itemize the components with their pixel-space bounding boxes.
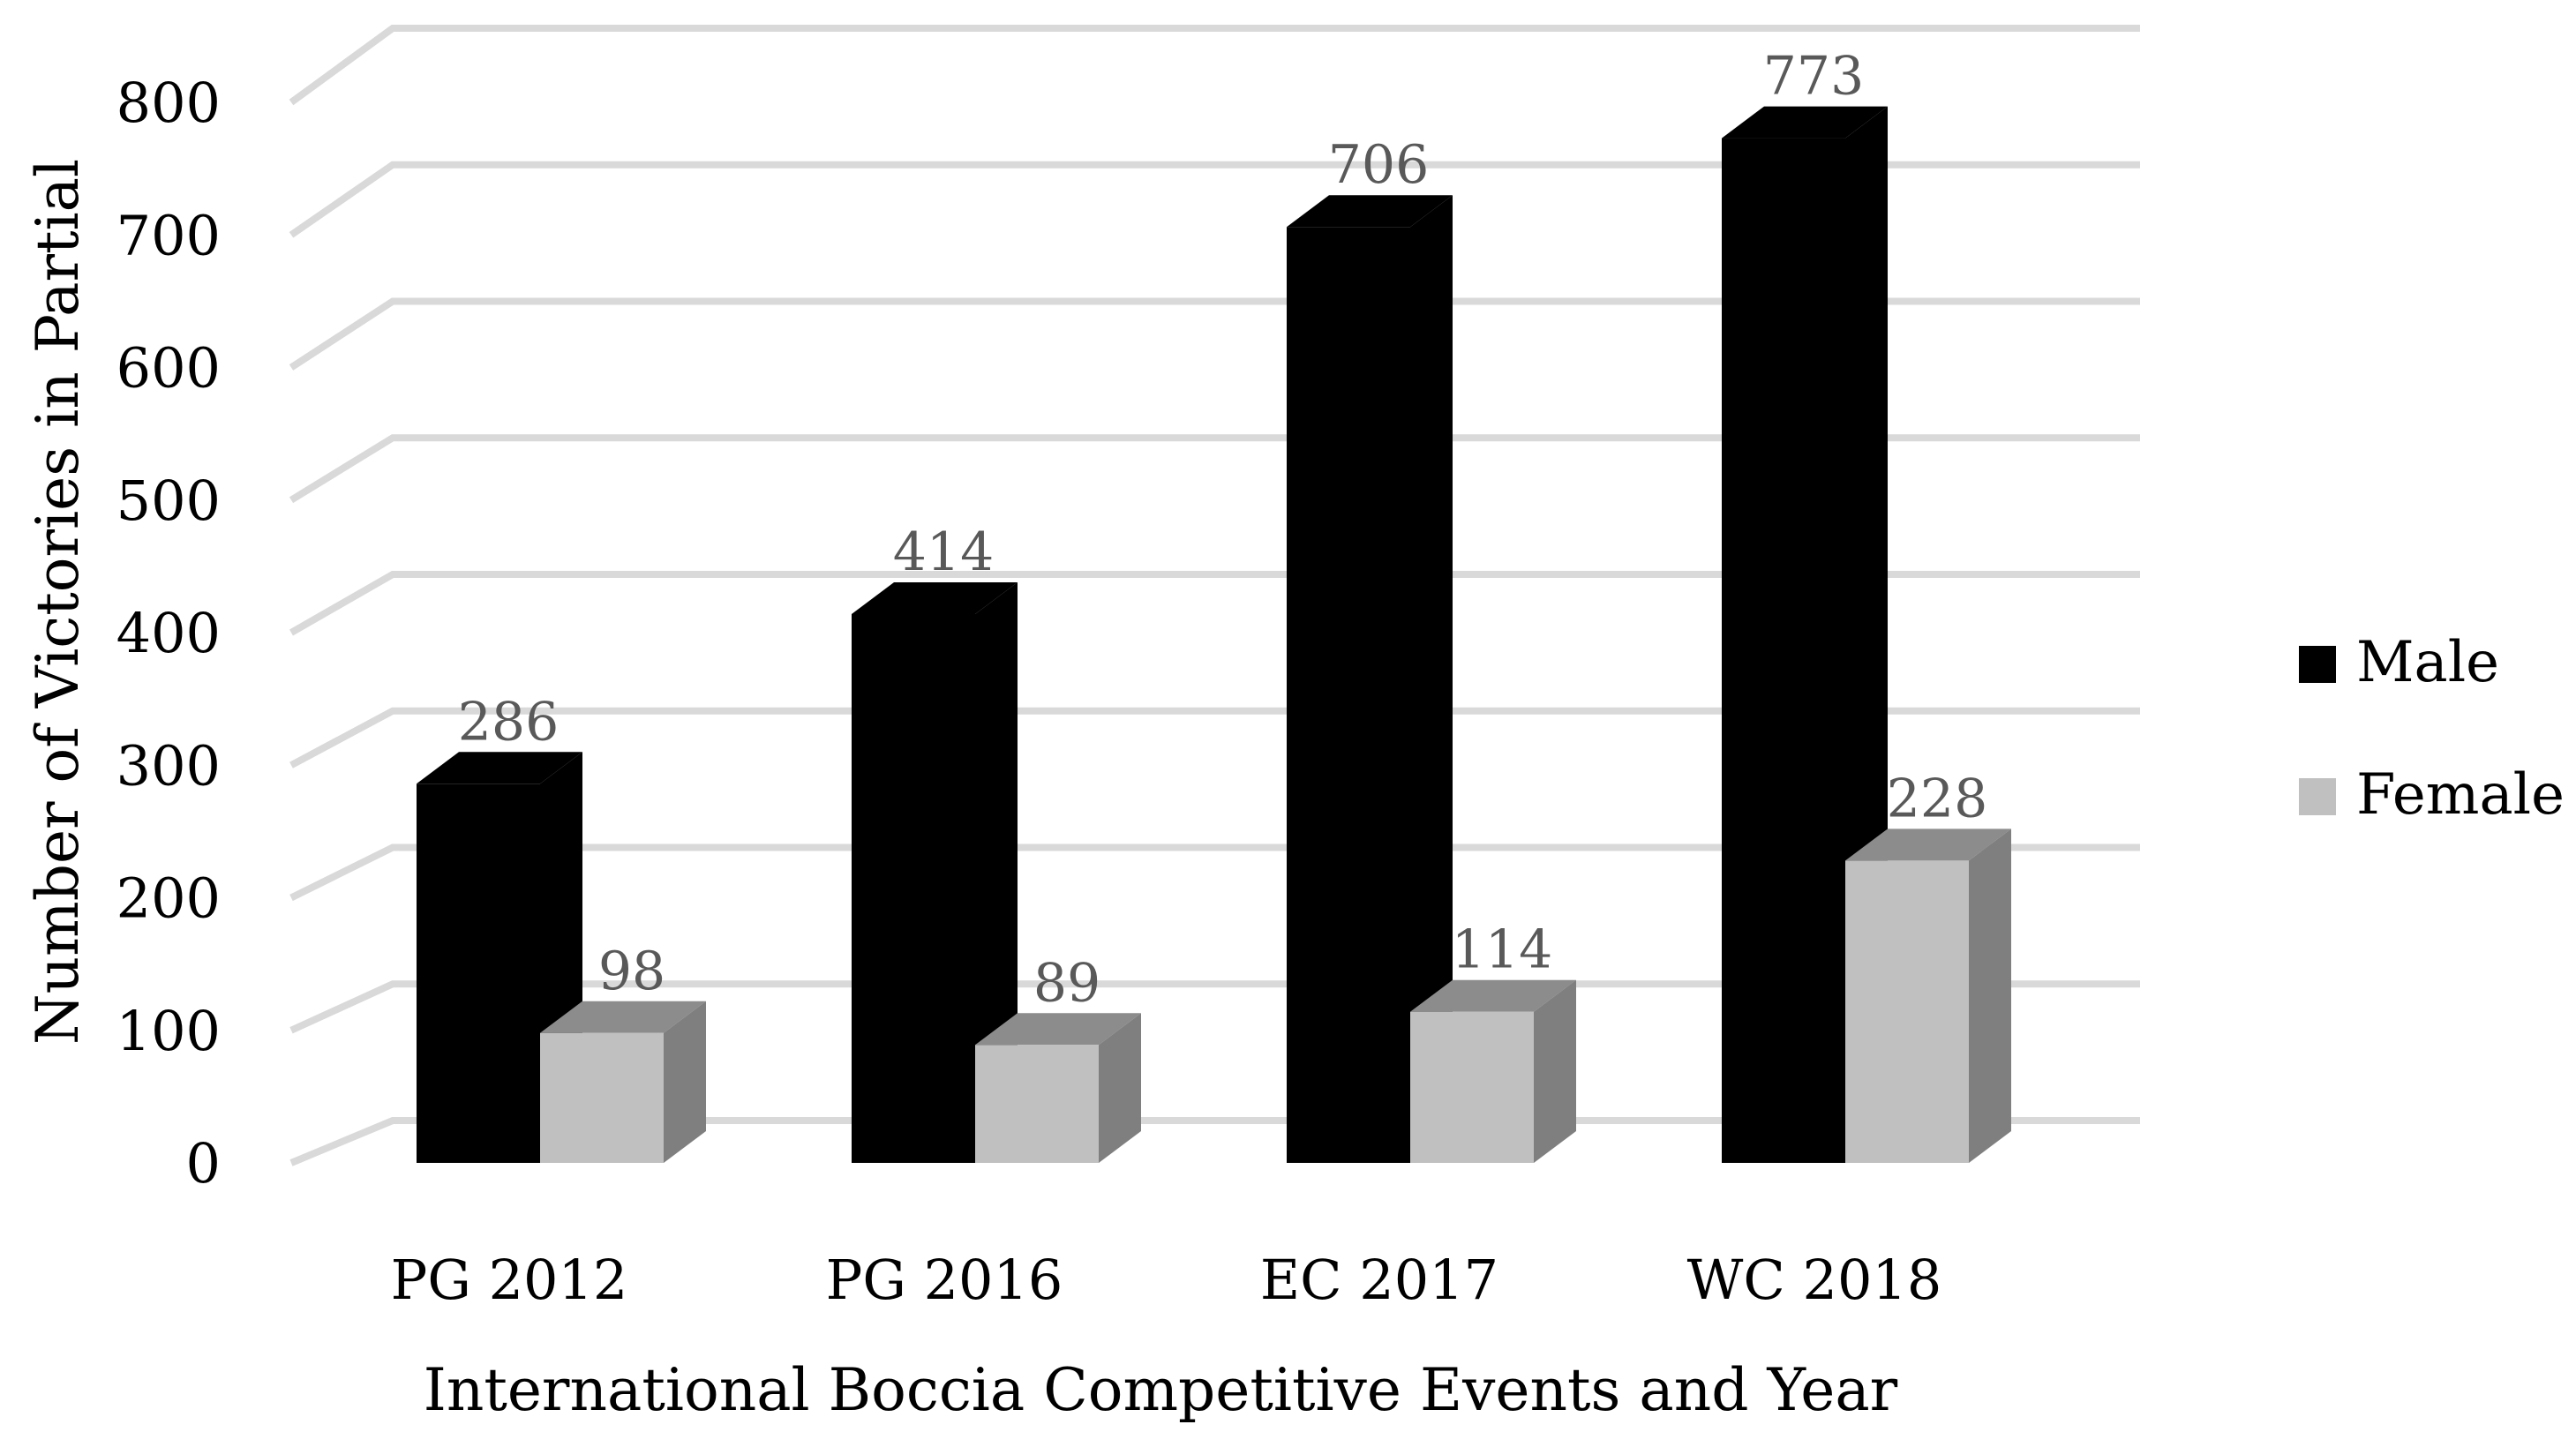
- bar-front-face: [1410, 1011, 1534, 1163]
- bars: [417, 106, 2011, 1164]
- y-tick-label: 300: [116, 733, 221, 798]
- x-tick-label: EC 2017: [1260, 1248, 1498, 1312]
- bar: [975, 1013, 1141, 1163]
- bar-front-face: [852, 613, 975, 1163]
- bar-top-face: [417, 752, 582, 784]
- legend-label: Male: [2356, 630, 2499, 695]
- gridline: [289, 434, 2140, 504]
- y-tick-label: 500: [116, 469, 221, 533]
- x-axis-categories: PG 2012 PG 2016 EC 2017 WC 2018: [391, 1248, 1942, 1312]
- bar-top-face: [975, 1013, 1141, 1046]
- bar-front-face: [975, 1045, 1099, 1163]
- bar: [1287, 195, 1453, 1164]
- y-axis-ticks: 0 100 200 300 400 500 600 700 800: [116, 71, 221, 1196]
- data-label: 89: [1033, 952, 1100, 1014]
- data-label: 286: [458, 691, 560, 753]
- bar-front-face: [1722, 138, 1845, 1163]
- y-tick-label: 800: [116, 71, 221, 135]
- bar-top-face: [1287, 195, 1453, 228]
- y-tick-label: 0: [186, 1131, 221, 1196]
- bar-side-face: [1410, 195, 1453, 1164]
- y-tick-label: 400: [116, 601, 221, 665]
- bar-side-face: [975, 581, 1018, 1163]
- legend-item: Male: [2299, 630, 2499, 695]
- gridline: [289, 161, 2140, 238]
- y-axis-title: Number of Victories in Partial: [24, 159, 92, 1045]
- x-tick-label: PG 2012: [391, 1248, 628, 1312]
- bar-front-face: [417, 783, 540, 1163]
- y-tick-label: 600: [116, 336, 221, 401]
- bar: [1410, 979, 1576, 1163]
- bar-top-face: [1410, 979, 1576, 1012]
- data-label: 414: [893, 521, 995, 583]
- legend: Male Female: [2299, 630, 2565, 828]
- bar: [1845, 828, 2011, 1163]
- data-label: 228: [1887, 768, 1988, 829]
- data-label: 773: [1763, 46, 1865, 108]
- data-label: 706: [1328, 134, 1430, 196]
- gridlines: [289, 25, 2140, 1166]
- bar-front-face: [1287, 227, 1410, 1163]
- bar-top-face: [540, 1001, 706, 1033]
- y-tick-label: 100: [116, 999, 221, 1063]
- legend-swatch: [2299, 778, 2336, 815]
- gridline: [289, 571, 2140, 636]
- bar-side-face: [664, 1001, 706, 1163]
- gridline: [289, 707, 2140, 768]
- bar-front-face: [540, 1032, 664, 1163]
- bar-top-face: [1722, 106, 1888, 139]
- y-tick-label: 700: [116, 203, 221, 267]
- x-tick-label: WC 2018: [1687, 1248, 1942, 1312]
- gridline: [289, 843, 2140, 902]
- y-tick-label: 200: [116, 866, 221, 931]
- bar: [540, 1001, 706, 1163]
- bar-top-face: [1845, 828, 2011, 861]
- x-tick-label: PG 2016: [826, 1248, 1063, 1312]
- bar-side-face: [1534, 979, 1576, 1163]
- bar-top-face: [852, 581, 1018, 614]
- data-label: 98: [598, 941, 665, 1002]
- legend-label: Female: [2356, 762, 2565, 828]
- bar-side-face: [1099, 1013, 1141, 1163]
- bar-side-face: [1969, 828, 2011, 1163]
- bar-front-face: [1845, 860, 1969, 1163]
- legend-item: Female: [2299, 762, 2565, 828]
- legend-swatch: [2299, 646, 2336, 683]
- x-axis-title: International Boccia Competitive Events …: [424, 1356, 1898, 1424]
- data-label: 114: [1452, 919, 1553, 981]
- gridline: [289, 297, 2140, 371]
- gridline: [289, 25, 2140, 106]
- data-labels: 286 98 414 89 706 114 773 228: [458, 46, 1988, 1015]
- bar: [852, 581, 1018, 1163]
